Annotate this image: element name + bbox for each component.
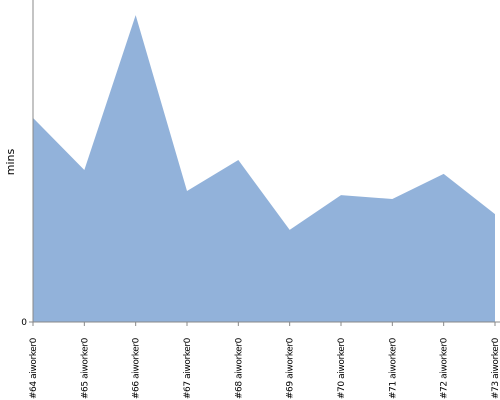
y-tick-label: 0 bbox=[21, 318, 27, 328]
x-tick-label: #64 aiworker0 bbox=[29, 337, 39, 399]
x-tick-label: #73 aiworker0 bbox=[491, 337, 500, 399]
x-tick-label: #72 aiworker0 bbox=[440, 337, 450, 399]
y-axis-label: mins bbox=[4, 148, 17, 175]
x-tick-label: #67 aiworker0 bbox=[183, 337, 193, 399]
area bbox=[33, 15, 495, 322]
x-tick-label: #65 aiworker0 bbox=[80, 337, 90, 399]
x-tick-label: #66 aiworker0 bbox=[132, 337, 142, 399]
x-tick-label: #69 aiworker0 bbox=[286, 337, 296, 399]
x-tick-label: #70 aiworker0 bbox=[337, 337, 347, 399]
x-tick-label: #68 aiworker0 bbox=[234, 337, 244, 399]
x-tick-label: #71 aiworker0 bbox=[388, 337, 398, 399]
